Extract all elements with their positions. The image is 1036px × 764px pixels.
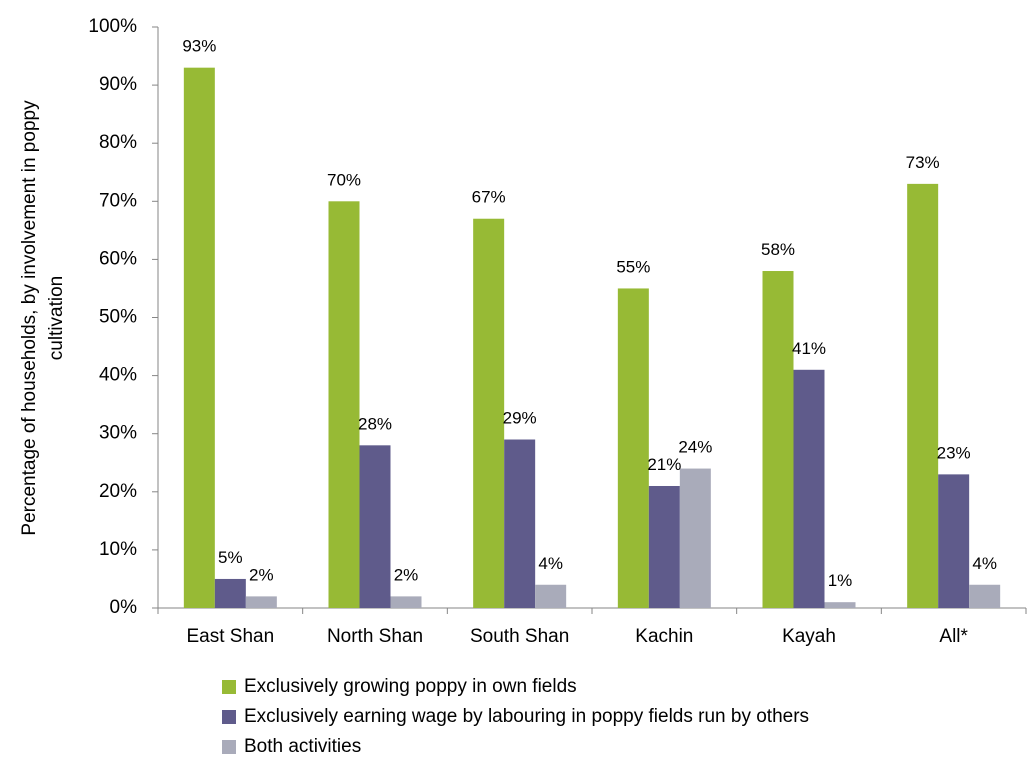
- bar: [183, 67, 215, 609]
- bar: [390, 596, 422, 608]
- y-tick-label: 60%: [99, 248, 137, 269]
- data-label: 21%: [647, 455, 681, 474]
- y-tick-label: 20%: [99, 481, 137, 502]
- y-tick-label: 0%: [110, 597, 138, 618]
- data-label: 2%: [394, 565, 419, 584]
- legend-item: Exclusively growing poppy in own fields: [222, 672, 809, 702]
- legend-label: Exclusively growing poppy in own fields: [244, 676, 577, 697]
- x-tick-label: Kayah: [782, 626, 836, 647]
- bar: [648, 485, 680, 608]
- y-tick-label: 30%: [99, 423, 137, 444]
- data-label: 58%: [761, 240, 795, 259]
- x-tick-label: North Shan: [327, 626, 423, 647]
- data-label: 29%: [503, 409, 537, 428]
- legend-swatch: [222, 680, 236, 694]
- data-label: 5%: [218, 548, 243, 567]
- x-tick-label: South Shan: [470, 626, 569, 647]
- bar: [617, 288, 649, 608]
- legend-swatch: [222, 710, 236, 724]
- y-axis-title-line: Percentage of households, by involvement…: [19, 100, 40, 536]
- y-axis-title: Percentage of households, by involvement…: [19, 100, 67, 536]
- bars: [183, 67, 1001, 609]
- y-tick-label: 40%: [99, 365, 137, 386]
- bar: [907, 183, 939, 608]
- bar: [535, 584, 567, 608]
- legend-item: Both activities: [222, 732, 809, 762]
- x-tick-label: All*: [939, 626, 968, 647]
- data-label: 70%: [327, 170, 361, 189]
- data-label: 24%: [678, 438, 712, 457]
- data-label: 23%: [937, 443, 971, 462]
- y-axis-ticks: 0% 10% 20% 30% 40% 50% 60% 70% 80% 90% 100%: [88, 16, 137, 618]
- data-label: 67%: [472, 188, 506, 207]
- y-tick-label: 90%: [99, 74, 137, 95]
- bar: [245, 596, 277, 608]
- x-tick-label: Kachin: [635, 626, 693, 647]
- data-label: 4%: [538, 554, 563, 573]
- bar: [504, 439, 536, 608]
- y-tick-label: 70%: [99, 190, 137, 211]
- data-label: 41%: [792, 339, 826, 358]
- y-tick-label: 80%: [99, 132, 137, 153]
- bar: [473, 218, 505, 609]
- data-label: 93%: [182, 37, 216, 56]
- bar: [359, 445, 391, 608]
- bar: [328, 201, 360, 609]
- x-axis-ticks: East Shan North Shan South Shan Kachin Kayah…: [186, 626, 968, 647]
- y-tick-label: 10%: [99, 539, 137, 560]
- y-tick-label: 100%: [88, 16, 137, 37]
- data-label: 73%: [906, 153, 940, 172]
- data-label: 28%: [358, 414, 392, 433]
- bar: [824, 602, 856, 608]
- data-label: 55%: [616, 257, 650, 276]
- legend-label: Both activities: [244, 736, 362, 757]
- legend-label: Exclusively earning wage by labouring in…: [244, 706, 810, 727]
- data-label: 1%: [828, 571, 853, 590]
- legend-swatch: [222, 740, 236, 754]
- data-label: 2%: [249, 565, 274, 584]
- data-labels: 93% 5% 2% 70% 28% 2% 67% 29% 4% 55% 21%24% 58% 41% 1%…: [182, 37, 997, 591]
- bar: [938, 474, 970, 608]
- bar: [969, 584, 1001, 608]
- x-tick-label: East Shan: [186, 626, 274, 647]
- axes: [152, 26, 1027, 614]
- y-tick-label: 50%: [99, 307, 137, 328]
- bar: [679, 468, 711, 608]
- legend-item: Exclusively earning wage by labouring in…: [222, 702, 809, 732]
- bar: [793, 369, 825, 608]
- data-label: 4%: [972, 554, 997, 573]
- bar: [214, 578, 246, 608]
- y-axis-title-line: cultivation: [46, 276, 67, 361]
- bar: [762, 271, 794, 608]
- legend: Exclusively growing poppy in own fields E…: [222, 672, 809, 762]
